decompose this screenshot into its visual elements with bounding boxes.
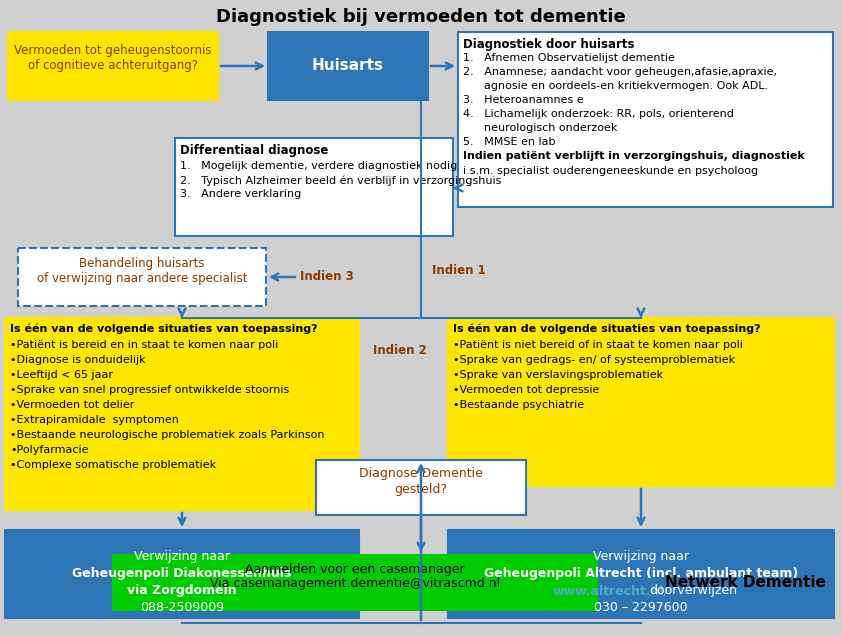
Text: 088-2509009: 088-2509009: [140, 601, 224, 614]
Text: •Diagnose is onduidelijk: •Diagnose is onduidelijk: [10, 355, 146, 365]
Text: •Bestaande psychiatrie: •Bestaande psychiatrie: [453, 400, 584, 410]
Bar: [175, 138, 453, 236]
Text: Is één van de volgende situaties van toepassing?: Is één van de volgende situaties van toe…: [453, 324, 760, 335]
Bar: [448, 318, 834, 486]
Text: Diagnose Dementie
gesteld?: Diagnose Dementie gesteld?: [359, 467, 483, 495]
Text: •Vermoeden tot delier: •Vermoeden tot delier: [10, 400, 135, 410]
Text: •Complexe somatische problematiek: •Complexe somatische problematiek: [10, 460, 216, 470]
Text: i.s.m. specialist ouderengeneeskunde en psycholoog: i.s.m. specialist ouderengeneeskunde en …: [463, 166, 758, 176]
Bar: [5, 318, 359, 510]
Text: Differentiaal diagnose: Differentiaal diagnose: [180, 144, 328, 157]
Text: Behandeling huisarts
of verwijzing naar andere specialist: Behandeling huisarts of verwijzing naar …: [37, 257, 248, 285]
Text: agnosie en oordeels-en kritiekvermogen. Ook ADL.: agnosie en oordeels-en kritiekvermogen. …: [463, 81, 768, 91]
Text: Huisarts: Huisarts: [312, 59, 384, 74]
Bar: [113, 555, 597, 610]
Text: Verwijzing naar: Verwijzing naar: [593, 550, 689, 563]
Text: Vermoeden tot geheugenstoornis
of cognitieve achteruitgang?: Vermoeden tot geheugenstoornis of cognit…: [14, 44, 211, 72]
Text: Indien 2: Indien 2: [373, 343, 427, 357]
Text: •Polyfarmacie: •Polyfarmacie: [10, 445, 88, 455]
Text: Indien 3: Indien 3: [300, 270, 354, 284]
Text: doorverwijzen: doorverwijzen: [649, 584, 737, 597]
Text: 2.   Typisch Alzheimer beeld én verblijf in verzorgingshuis: 2. Typisch Alzheimer beeld én verblijf i…: [180, 175, 501, 186]
Text: 5.   MMSE en lab: 5. MMSE en lab: [463, 137, 556, 147]
Text: Geheugenpoli Altrecht (incl. ambulant team): Geheugenpoli Altrecht (incl. ambulant te…: [484, 567, 798, 580]
Bar: [448, 530, 834, 618]
Text: 1.   Afnemen Observatielijst dementie: 1. Afnemen Observatielijst dementie: [463, 53, 675, 63]
Text: •Vermoeden tot depressie: •Vermoeden tot depressie: [453, 385, 600, 395]
Text: •Sprake van gedrags- en/ of systeemproblematiek: •Sprake van gedrags- en/ of systeemprobl…: [453, 355, 735, 365]
Bar: [5, 530, 359, 618]
Text: neurologisch onderzoek: neurologisch onderzoek: [463, 123, 617, 133]
Text: Verwijzing naar: Verwijzing naar: [134, 550, 230, 563]
Text: •Sprake van snel progressief ontwikkelde stoornis: •Sprake van snel progressief ontwikkelde…: [10, 385, 290, 395]
Text: 2.   Anamnese; aandacht voor geheugen,afasie,apraxie,: 2. Anamnese; aandacht voor geheugen,afas…: [463, 67, 777, 77]
Text: Aanmelden voor een casemanager
Via casemanagement.dementie@vitrascmd.nl: Aanmelden voor een casemanager Via casem…: [210, 562, 500, 590]
Text: Diagnostiek door huisarts: Diagnostiek door huisarts: [463, 38, 635, 51]
Text: •Patiënt is bereid en in staat te komen naar poli: •Patiënt is bereid en in staat te komen …: [10, 340, 278, 350]
Text: Diagnostiek bij vermoeden tot dementie: Diagnostiek bij vermoeden tot dementie: [216, 8, 626, 26]
Text: 3.   Andere verklaring: 3. Andere verklaring: [180, 189, 301, 199]
Text: Netwerk Dementie: Netwerk Dementie: [664, 575, 825, 590]
Text: •Leeftijd < 65 jaar: •Leeftijd < 65 jaar: [10, 370, 113, 380]
Text: 030 – 2297600: 030 – 2297600: [594, 601, 688, 614]
Bar: [268, 32, 428, 100]
Text: •Extrapiramidale  symptomen: •Extrapiramidale symptomen: [10, 415, 179, 425]
Text: Is één van de volgende situaties van toepassing?: Is één van de volgende situaties van toe…: [10, 324, 317, 335]
Text: 1.   Mogelijk dementie, verdere diagnostiek nodig: 1. Mogelijk dementie, verdere diagnostie…: [180, 161, 457, 171]
Bar: [458, 32, 833, 207]
Text: www.altrecht.nl/: www.altrecht.nl/: [553, 584, 669, 597]
Bar: [316, 460, 526, 515]
Text: Indien 1: Indien 1: [432, 263, 486, 277]
Bar: [18, 248, 266, 306]
Text: •Patiënt is niet bereid of in staat te komen naar poli: •Patiënt is niet bereid of in staat te k…: [453, 340, 743, 350]
Text: Geheugenpoli Diakonessenhuis: Geheugenpoli Diakonessenhuis: [72, 567, 291, 580]
Text: 3.   Heteroanamnes e: 3. Heteroanamnes e: [463, 95, 584, 105]
Text: via Zorgdomein: via Zorgdomein: [127, 584, 237, 597]
Text: 4.   Lichamelijk onderzoek: RR, pols, orienterend: 4. Lichamelijk onderzoek: RR, pols, orie…: [463, 109, 734, 119]
Text: •Sprake van verslavingsproblematiek: •Sprake van verslavingsproblematiek: [453, 370, 663, 380]
Text: •Bestaande neurologische problematiek zoals Parkinson: •Bestaande neurologische problematiek zo…: [10, 430, 324, 440]
Bar: [8, 32, 218, 100]
Text: Indien patiënt verblijft in verzorgingshuis, diagnostiek: Indien patiënt verblijft in verzorgingsh…: [463, 151, 805, 161]
